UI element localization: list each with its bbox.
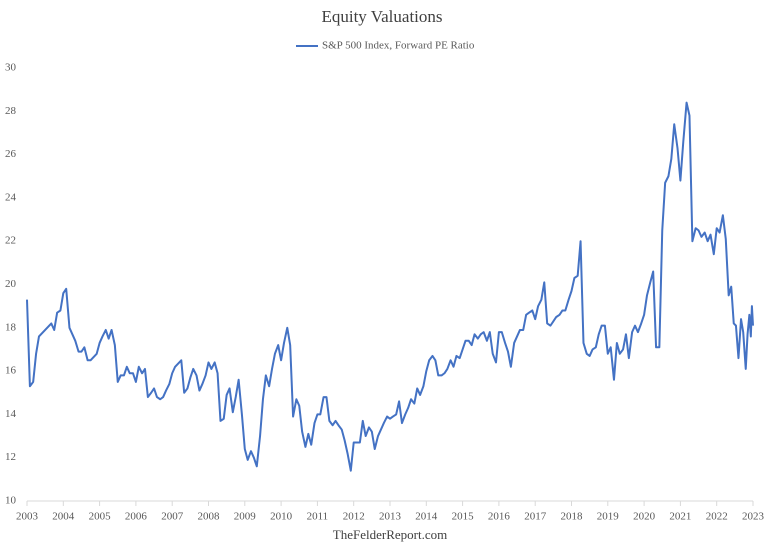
x-tick-label: 2014: [415, 511, 438, 523]
y-tick-label: 20: [5, 278, 17, 290]
legend-label: S&P 500 Index, Forward PE Ratio: [322, 40, 475, 52]
x-tick-label: 2010: [270, 511, 293, 523]
x-tick-label: 2022: [706, 511, 728, 523]
x-tick-label: 2004: [52, 511, 75, 523]
x-tick-label: 2009: [234, 511, 257, 523]
y-tick-label: 22: [5, 235, 16, 247]
y-tick-label: 16: [5, 365, 17, 377]
x-tick-label: 2019: [597, 511, 620, 523]
y-tick-label: 24: [5, 191, 17, 203]
x-tick-label: 2018: [561, 511, 584, 523]
x-tick-label: 2007: [161, 511, 184, 523]
x-tick-label: 2023: [742, 511, 765, 523]
x-tick-label: 2017: [524, 511, 547, 523]
y-tick-label: 26: [5, 148, 17, 160]
x-tick-label: 2021: [669, 511, 691, 523]
x-tick-label: 2006: [125, 511, 148, 523]
line-series: [26, 101, 754, 472]
x-tick-label: 2013: [379, 511, 402, 523]
x-tick-label: 2020: [633, 511, 656, 523]
y-tick-label: 10: [5, 495, 17, 507]
y-tick-label: 14: [5, 408, 17, 420]
y-tick-label: 30: [5, 62, 17, 74]
y-tick-label: 12: [5, 451, 16, 463]
y-tick-label: 28: [5, 105, 17, 117]
x-tick-label: 2008: [198, 511, 221, 523]
x-tick-label: 2015: [452, 511, 475, 523]
x-tick-label: 2011: [307, 511, 329, 523]
x-tick-label: 2003: [16, 511, 39, 523]
x-tick-label: 2012: [343, 511, 365, 523]
x-tick-label: 2016: [488, 511, 511, 523]
source: TheFelderReport.com: [333, 527, 447, 542]
y-tick-label: 18: [5, 321, 17, 333]
chart-title: Equity Valuations: [321, 7, 442, 26]
x-tick-label: 2005: [89, 511, 112, 523]
